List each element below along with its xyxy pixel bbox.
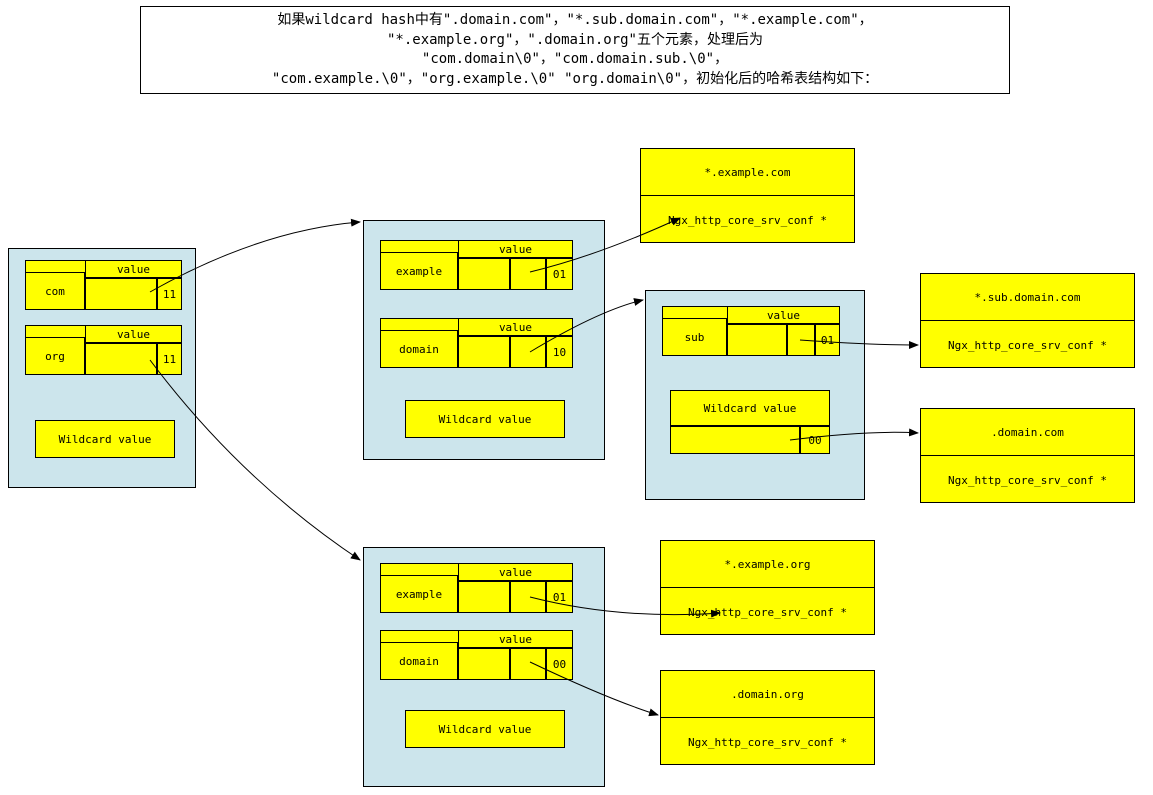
root-com-key: com — [25, 272, 85, 310]
root-com-bits: 11 — [157, 278, 182, 310]
desc-line4: "com.example.\0"，"org.example.\0" "org.d… — [147, 70, 1003, 90]
org-example-value-hdr: value — [458, 563, 573, 581]
root-wildcard: Wildcard value — [35, 420, 175, 458]
leaf-sub-title: *.sub.domain.com — [921, 274, 1134, 321]
leaf-dom-org-conf: Ngx_http_core_srv_conf * — [661, 718, 874, 766]
desc-line2: "*.example.org"，".domain.org"五个元素，处理后为 — [147, 31, 1003, 51]
com-example-value-left — [458, 258, 510, 290]
org-wildcard: Wildcard value — [405, 710, 565, 748]
leaf-dom-com-conf: Ngx_http_core_srv_conf * — [921, 456, 1134, 504]
leaf-ex-org-conf: Ngx_http_core_srv_conf * — [661, 588, 874, 636]
sub-value-left — [727, 324, 787, 356]
leaf-example-com-title: *.example.com — [641, 149, 854, 196]
root-com-value-hdr: value — [85, 260, 182, 278]
com-domain-wc-bits: 00 — [800, 426, 830, 454]
org-domain-value-hdr: value — [458, 630, 573, 648]
leaf-domain-com: .domain.com Ngx_http_core_srv_conf * — [920, 408, 1135, 503]
leaf-example-com-conf: Ngx_http_core_srv_conf * — [641, 196, 854, 244]
root-org-key: org — [25, 337, 85, 375]
org-domain-value-mid — [510, 648, 546, 680]
com-example-value-mid — [510, 258, 546, 290]
com-domain-bits: 10 — [546, 336, 573, 368]
root-org-value-hdr: value — [85, 325, 182, 343]
root-org-value-left — [85, 343, 157, 375]
leaf-ex-org-title: *.example.org — [661, 541, 874, 588]
org-domain-value-left — [458, 648, 510, 680]
com-domain-wildcard: Wildcard value — [670, 390, 830, 426]
com-domain-value-mid — [510, 336, 546, 368]
sub-value-mid — [787, 324, 815, 356]
leaf-sub-domain-com: *.sub.domain.com Ngx_http_core_srv_conf … — [920, 273, 1135, 368]
leaf-domain-org: .domain.org Ngx_http_core_srv_conf * — [660, 670, 875, 765]
leaf-example-com: *.example.com Ngx_http_core_srv_conf * — [640, 148, 855, 243]
com-domain-wc-left — [670, 426, 800, 454]
org-domain-bits: 00 — [546, 648, 573, 680]
com-example-value-hdr: value — [458, 240, 573, 258]
com-example-bits: 01 — [546, 258, 573, 290]
org-example-value-left — [458, 581, 510, 613]
description-box: 如果wildcard hash中有".domain.com"，"*.sub.do… — [140, 6, 1010, 94]
org-example-value-mid — [510, 581, 546, 613]
desc-line3: "com.domain\0"，"com.domain.sub.\0"， — [147, 50, 1003, 70]
root-com-value-left — [85, 278, 157, 310]
org-example-bits: 01 — [546, 581, 573, 613]
leaf-dom-org-title: .domain.org — [661, 671, 874, 718]
com-domain-value-left — [458, 336, 510, 368]
leaf-dom-com-title: .domain.com — [921, 409, 1134, 456]
sub-value-hdr: value — [727, 306, 840, 324]
leaf-sub-conf: Ngx_http_core_srv_conf * — [921, 321, 1134, 369]
root-org-bits: 11 — [157, 343, 182, 375]
com-example-key: example — [380, 252, 458, 290]
leaf-example-org: *.example.org Ngx_http_core_srv_conf * — [660, 540, 875, 635]
org-example-key: example — [380, 575, 458, 613]
com-domain-key: domain — [380, 330, 458, 368]
sub-bits: 01 — [815, 324, 840, 356]
desc-line1: 如果wildcard hash中有".domain.com"，"*.sub.do… — [147, 11, 1003, 31]
com-wildcard: Wildcard value — [405, 400, 565, 438]
org-domain-key: domain — [380, 642, 458, 680]
sub-key: sub — [662, 318, 727, 356]
com-domain-value-hdr: value — [458, 318, 573, 336]
